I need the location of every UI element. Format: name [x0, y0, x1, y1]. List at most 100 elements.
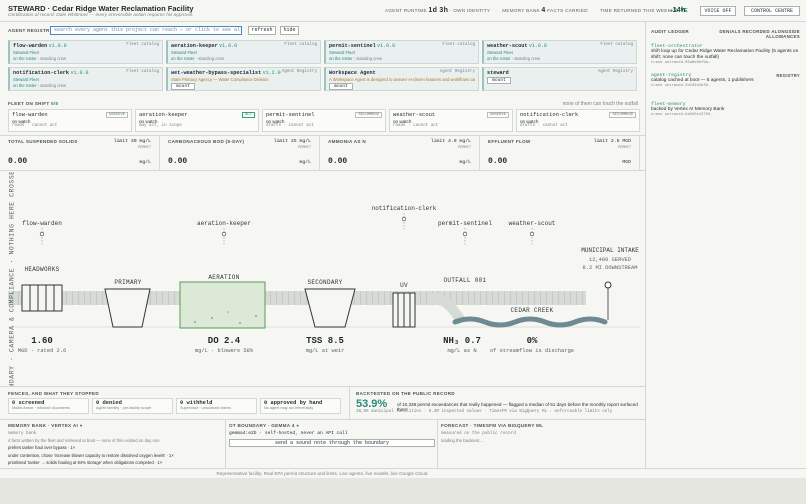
ledger-entry: fleet-memory backed by Vertex AI Memory B… [651, 102, 800, 117]
agent-org: A Workspace Agent is designed to answer … [329, 77, 475, 82]
fleet-scope: drafts · cannot act [520, 124, 568, 128]
agent-status: on the roster · standing crew [329, 56, 383, 61]
agent-card: steward Agent Registry mount [482, 67, 637, 91]
agent-node [462, 231, 468, 237]
backtest-text: of 10,338 permit exceedances that really… [397, 402, 638, 412]
role: standing crew [356, 56, 383, 61]
metric-value: 0.00 [8, 157, 28, 166]
agent-name: permit-sentinel [329, 43, 376, 49]
registry-search[interactable]: search every agent this project can reac… [50, 26, 242, 35]
uv-channel [392, 292, 416, 328]
stat-value: 4 [541, 7, 546, 14]
header-stat: AGENT RUNTIME 1d 3h · OWN IDENTITY [385, 7, 490, 14]
memory-title-text: MEMORY BANK · VERTEX AI [8, 423, 79, 428]
metrics-rule [0, 135, 645, 136]
fleet-status: on watch [393, 119, 412, 124]
reading-note: mg/L · blowers 58% [195, 348, 254, 354]
ledger-tag: REGISTRY [776, 73, 800, 78]
memory-line: prefers tanker haul over bypass · 1× [8, 445, 76, 451]
divider [349, 387, 350, 419]
ot-title-text: OT BOUNDARY · GEMMA 4 [229, 423, 295, 428]
agent-source: Fleet catalog [126, 70, 159, 74]
role: standing crew [514, 56, 541, 61]
agent-version: v1.0.0 [528, 43, 547, 49]
backtest-footnote: 38,8% municipal facilities · 6.3M inspec… [356, 410, 613, 414]
plant-agent-label: notification-clerk [372, 205, 437, 212]
aeration-bubbles [194, 311, 257, 324]
plant-diagram: OT BOUNDARY · CAMERA & COMPLIANCE · NOTH… [8, 172, 640, 386]
agent-version: v1.0.0 [377, 43, 396, 49]
mode-tag: RECOMMEND [355, 112, 382, 118]
stage-label: HEADWORKS [24, 266, 59, 273]
fleet-card: weather-scout OBSERVE on watch reads · cann… [389, 109, 513, 132]
fleet-status: on watch [266, 119, 285, 124]
agent-org: Steward Fleet [329, 50, 355, 55]
fleet-label: FLEET ON SHIFT 5/5 [8, 101, 58, 106]
fleet-scope: may act, in scope [139, 124, 182, 128]
agent-name: steward [487, 70, 509, 76]
fence-note: Agent Identity · per-facility scope [96, 406, 152, 410]
fleet-agent-name: permit-sentinel [266, 112, 315, 118]
stat-label: TIME RETURNED THIS WEEK [599, 8, 671, 13]
mount-button[interactable]: mount [487, 77, 511, 84]
fence-note: Model Armor · inbound documents [12, 406, 71, 410]
metric-limit: limit 4.9 mg/L [430, 139, 471, 144]
mode-tag: OBSERVE [106, 112, 128, 118]
mount-button[interactable]: mount [329, 83, 353, 90]
memory-subtitle: memory bank [8, 431, 37, 436]
agent-card: aeration-keeper v1.0.0 Fleet catalog Stewa… [166, 40, 321, 64]
ledger-entry: agent-registry REGISTRY catalog cached at … [651, 73, 800, 88]
stat-label: AGENT RUNTIME [385, 8, 427, 13]
agent-source: Fleet catalog [600, 43, 633, 47]
footer-note: Representative facility. Real EPA permit… [216, 471, 429, 476]
agent-card: permit-sentinel v1.0.0 Fleet catalog Stewa… [324, 40, 479, 64]
reading-note: of streamflow is discharge [490, 348, 574, 354]
agent-status: on the roster · standing crew [487, 56, 541, 61]
memory-line: 4 facts written by the fleet and retriev… [8, 438, 160, 443]
agent-card: flow-warden v1.0.0 Fleet catalog Steward F… [8, 40, 163, 64]
fleet-status: on watch [12, 119, 31, 124]
fence-note: No agent may act irreversibly [264, 406, 314, 410]
mode-tag: RECOMMEND [609, 112, 636, 118]
mount-button[interactable]: mount [171, 83, 195, 90]
section-rule [0, 386, 645, 387]
card-head: weather-scout v1.0.0 [487, 43, 633, 49]
fleet-title: FLEET ON SHIFT [8, 101, 50, 106]
metric-limit: limit 30 mg/L [113, 139, 151, 144]
ledger-source: agent-registry [651, 73, 692, 78]
headworks-tank [21, 284, 63, 312]
fleet-agent-name: aeration-keeper [139, 112, 188, 118]
control-centre-button[interactable]: CONTROL CENTRE [744, 6, 800, 16]
aeration-basin [179, 281, 266, 329]
stage-label: CEDAR CREEK [511, 307, 554, 314]
forecast-status: loading the backtest… [441, 438, 484, 443]
hide-button[interactable]: hide [280, 26, 299, 35]
voice-toggle[interactable]: VOICE OFF [700, 6, 736, 16]
stage-label: UV [400, 282, 408, 289]
agent-source: Agent Registry [439, 70, 475, 74]
fence-count: 0 denied [96, 400, 122, 406]
ledger-source: fleet-orchestrator [651, 44, 703, 49]
reading-note: mg/L at weir [306, 348, 345, 354]
refresh-button[interactable]: refresh [248, 26, 276, 35]
agent-card: notification-clerk v1.0.0 Fleet catalog St… [8, 67, 163, 91]
metric: CARBONACEOUS BOD (5-DAY) limit 25 mg/L PER… [160, 136, 320, 170]
header-stat: TIME RETURNED THIS WEEK 14h [600, 7, 686, 14]
forecast-subtitle: measured on the public record [441, 431, 516, 436]
agent-version: v1.0.0 [70, 70, 89, 76]
fence-note: Supervisor · unsourced claims [180, 406, 232, 410]
metric-tag: PERMIT [298, 146, 311, 150]
agent-name: aeration-keeper [171, 43, 218, 49]
creek [452, 316, 608, 328]
card-head: flow-warden v1.0.0 [13, 43, 159, 49]
sound-note-button[interactable]: send a sound note through the boundary [229, 439, 435, 447]
fleet-agent-name: weather-scout [393, 112, 436, 118]
agent-status: on the roster · standing crew [171, 56, 225, 61]
reading-value: 1.60 [31, 336, 53, 346]
fleet-card: aeration-keeper ACT on watch may act, in sc… [135, 109, 259, 132]
ledger-source: fleet-memory [651, 102, 686, 107]
metric-unit: mg/L [459, 160, 471, 165]
ledger-title: AUDIT LEDGER [651, 29, 690, 34]
metric-limit: limit 25 mg/L [273, 139, 311, 144]
agent-node [221, 231, 227, 237]
